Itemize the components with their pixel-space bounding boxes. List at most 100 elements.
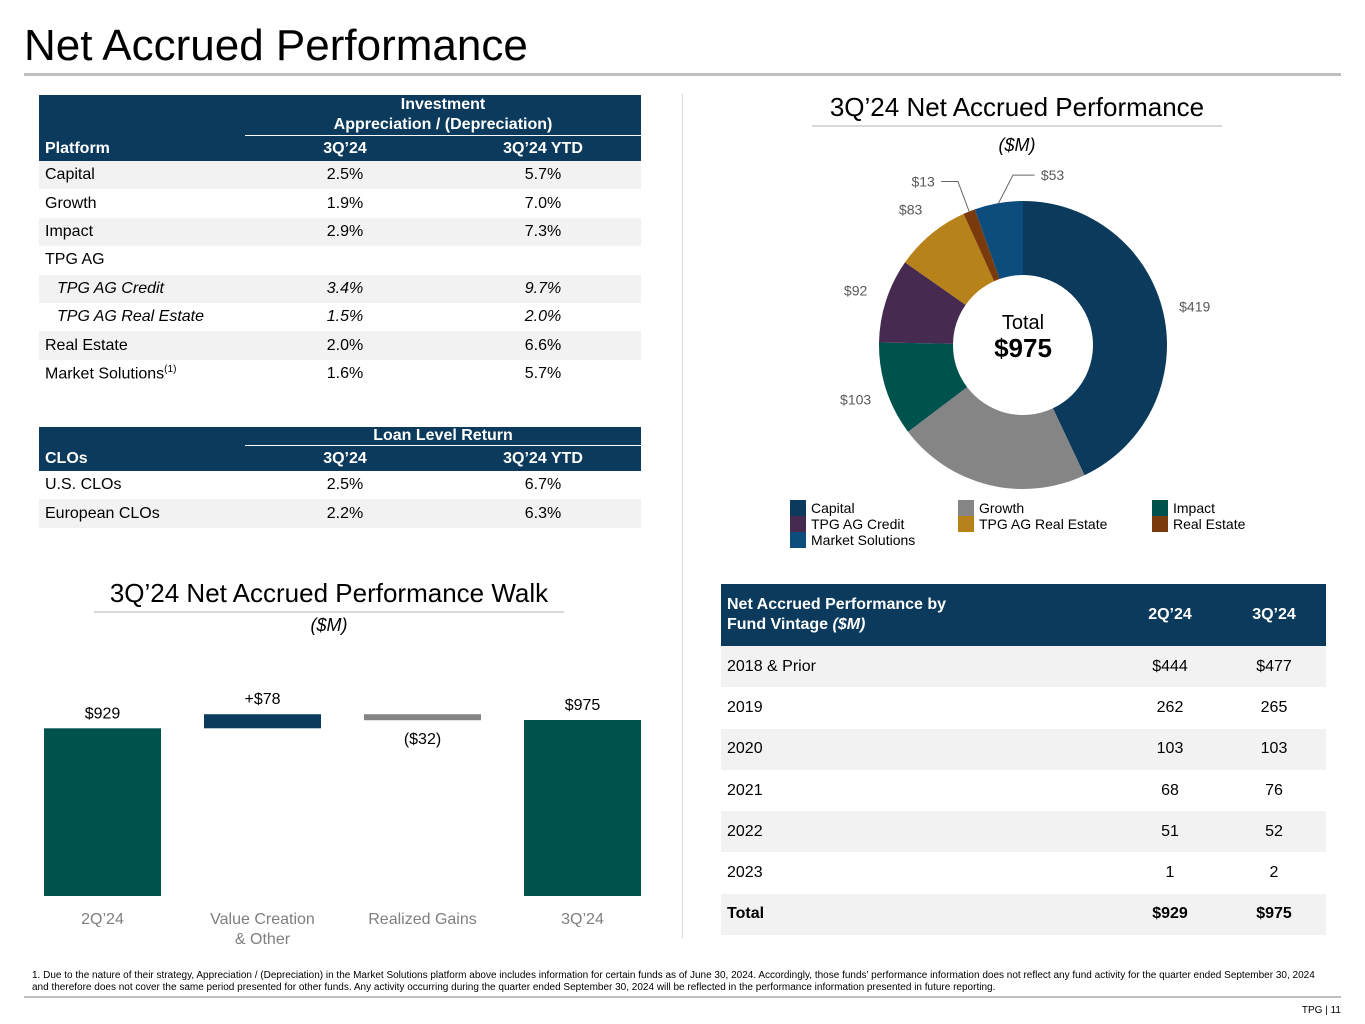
table-row: Real Estate 2.0% 6.6% — [39, 331, 642, 360]
cell-3q: 52 — [1222, 811, 1326, 853]
walk-category-label: Value Creation — [210, 911, 315, 928]
legend-item: TPG AG Real Estate — [958, 516, 1107, 532]
walk-title-underline — [94, 611, 564, 613]
group-header: Loan Level Return — [245, 427, 642, 446]
header-spacer — [39, 95, 245, 136]
row-label: 2021 — [721, 769, 1118, 812]
table-row: 2022 51 52 — [721, 811, 1326, 853]
cell-ytd: 5.7% — [445, 359, 642, 389]
row-label: Impact — [39, 217, 245, 247]
footer-divider — [24, 996, 1341, 998]
legend-label: TPG AG Real Estate — [979, 515, 1108, 532]
legend-label: Capital — [811, 499, 855, 516]
donut-data-label: $83 — [899, 202, 923, 218]
legend-swatch — [790, 516, 806, 532]
clo-return-table: Loan Level Return CLOs 3Q’24 3Q’24 YTD U… — [39, 427, 642, 528]
cell-quarter: 2.5% — [245, 161, 445, 190]
cell-3q: 103 — [1222, 728, 1326, 770]
donut-data-label: $103 — [840, 391, 871, 407]
donut-center-value: $975 — [994, 333, 1052, 363]
cell-ytd: 9.7% — [445, 274, 642, 303]
cell-ytd: 7.3% — [445, 217, 642, 247]
column-header-ytd: 3Q’24 YTD — [503, 450, 583, 467]
row-label: European CLOs — [39, 499, 245, 528]
cell-quarter: 2.5% — [245, 471, 445, 500]
row-label: TPG AG Real Estate — [39, 302, 245, 332]
table-row: TPG AG Credit 3.4% 9.7% — [39, 274, 642, 303]
table-row: Market Solutions(1) 1.6% 5.7% — [39, 359, 642, 389]
table-row: 2020 103 103 — [721, 728, 1326, 770]
legend-item: TPG AG Credit — [790, 516, 904, 532]
row-label: Real Estate — [39, 331, 245, 360]
walk-bar — [44, 728, 161, 896]
walk-category-label: 3Q’24 — [561, 911, 604, 928]
donut-chart-unit: ($M) — [998, 135, 1036, 155]
cell-3q: $975 — [1222, 893, 1326, 936]
row-label: TPG AG — [39, 246, 245, 275]
walk-category-label: Realized Gains — [368, 911, 477, 928]
cell-ytd — [445, 246, 642, 275]
column-header-quarter: 3Q’24 — [323, 450, 367, 467]
cell-2q: 262 — [1118, 687, 1222, 729]
legend-label: Impact — [1173, 499, 1216, 516]
vintage-header-unit: ($M) — [832, 616, 866, 633]
walk-bar — [524, 720, 641, 896]
legend-item: Capital — [790, 500, 855, 516]
cell-2q: 1 — [1118, 852, 1222, 894]
cell-3q: $477 — [1222, 646, 1326, 688]
legend-item: Impact — [1152, 500, 1215, 516]
vintage-header-cell: Net Accrued Performance by Fund Vintage … — [721, 584, 1118, 646]
table-row: 2021 68 76 — [721, 769, 1326, 812]
legend-swatch — [790, 500, 806, 516]
column-header-quarter: 3Q’24 — [323, 140, 367, 157]
donut-chart-title: 3Q’24 Net Accrued Performance — [829, 92, 1205, 122]
donut-slice-real-estate — [963, 209, 1000, 282]
legend-label: Real Estate — [1173, 515, 1246, 532]
walk-chart-heading: 3Q’24 Net Accrued Performance Walk ($M) — [94, 578, 564, 636]
donut-center-label: Total — [1002, 312, 1044, 334]
legend-swatch — [790, 532, 806, 548]
walk-data-label: $975 — [565, 697, 601, 714]
donut-leader-line — [998, 174, 1035, 204]
cell-quarter: 2.0% — [245, 331, 445, 360]
donut-data-label: $53 — [1041, 167, 1065, 183]
donut-slice-growth — [908, 387, 1085, 489]
donut-data-label: $92 — [844, 283, 868, 299]
table-row: Capital 2.5% 5.7% — [39, 161, 642, 190]
cell-ytd: 6.3% — [445, 499, 642, 528]
donut-leader-line — [941, 180, 970, 212]
cell-ytd: 5.7% — [445, 161, 642, 190]
legend-label: Growth — [979, 499, 1025, 516]
legend-label: TPG AG Credit — [811, 515, 905, 532]
cell-quarter: 3.4% — [245, 274, 445, 303]
legend-swatch — [958, 500, 974, 516]
footnote-marker: (1) — [164, 364, 177, 376]
walk-data-label: +$78 — [244, 691, 280, 708]
column-divider — [682, 94, 683, 938]
row-label: Growth — [39, 189, 245, 218]
column-header-ytd: 3Q’24 YTD — [503, 140, 583, 157]
cell-quarter — [245, 246, 445, 275]
legend-item: Market Solutions — [790, 532, 915, 548]
walk-category-label: 2Q’24 — [81, 911, 124, 928]
cell-ytd: 2.0% — [445, 302, 642, 332]
cell-2q: $444 — [1118, 646, 1222, 688]
legend-item: Growth — [958, 500, 1024, 516]
donut-slice-impact — [879, 342, 968, 432]
table-row: 2018 & Prior $444 $477 — [721, 646, 1326, 688]
donut-slice-tpg-ag-credit — [879, 262, 966, 344]
cell-quarter: 1.9% — [245, 189, 445, 218]
cell-2q: 51 — [1118, 811, 1222, 853]
page-number: TPG | 11 — [1301, 1005, 1341, 1016]
legend-swatch — [1152, 516, 1168, 532]
cell-2q: 103 — [1118, 728, 1222, 770]
donut-data-label: $419 — [1179, 298, 1210, 314]
table-row: European CLOs 2.2% 6.3% — [39, 499, 642, 528]
total-row: Total $929 $975 — [721, 893, 1326, 936]
table-row: Growth 1.9% 7.0% — [39, 189, 642, 218]
column-header-2q: 2Q’24 — [1148, 606, 1192, 623]
row-label: 2022 — [721, 811, 1118, 853]
walk-bar — [204, 714, 321, 729]
donut-legend: Capital Growth Impact TPG AG Credit TPG AG R… — [790, 500, 1310, 548]
